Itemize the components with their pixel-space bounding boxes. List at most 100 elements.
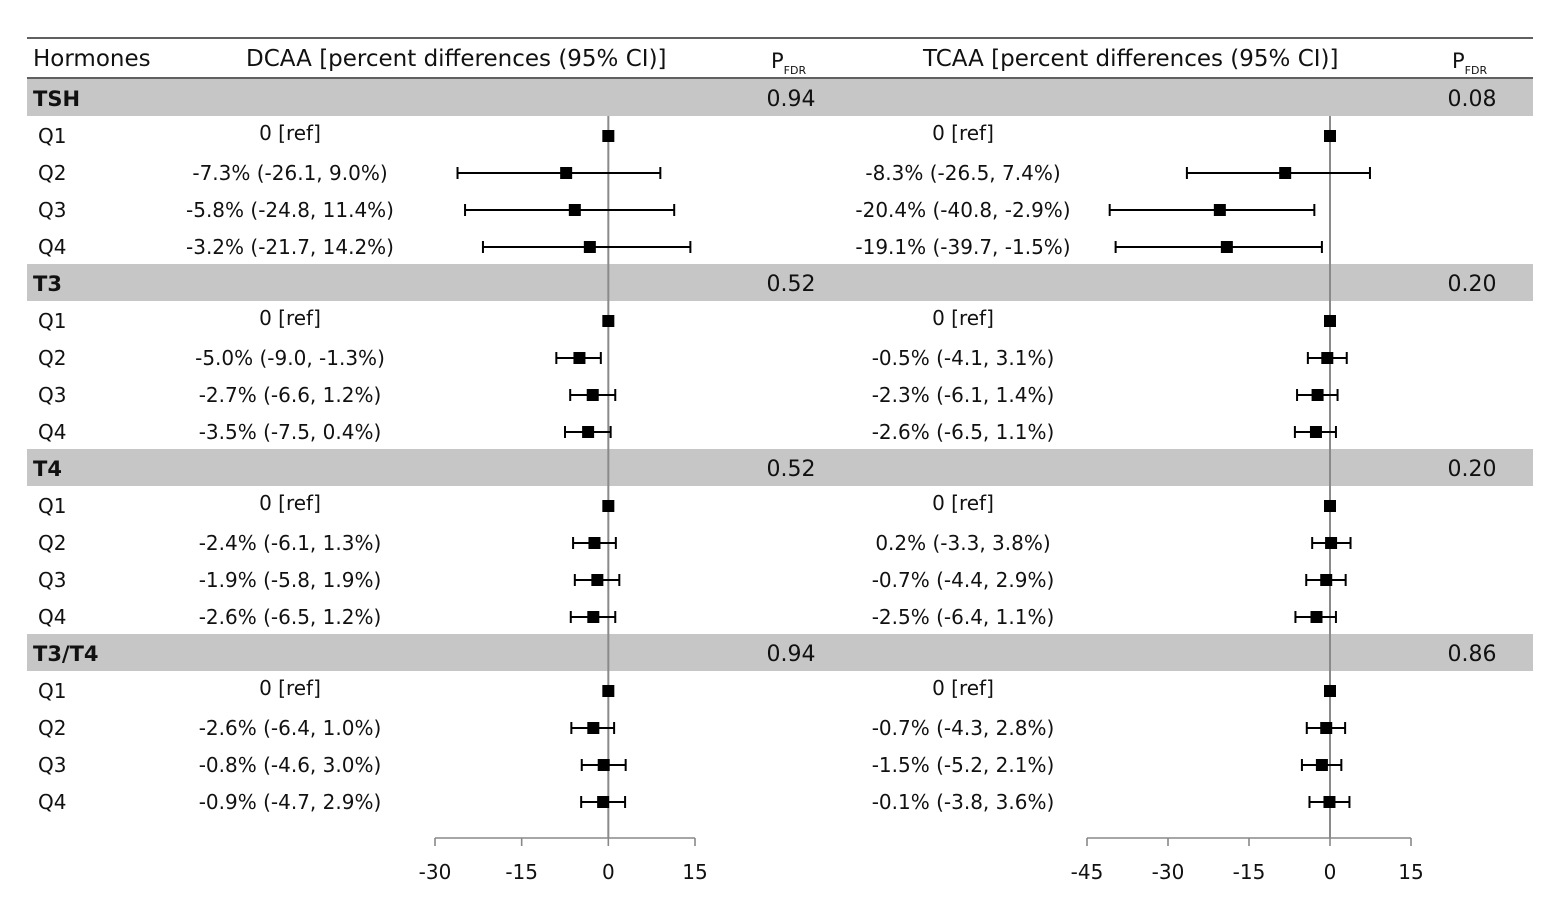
tcaa-estimate-text: 0 [ref] xyxy=(932,306,994,330)
tcaa-point-estimate xyxy=(1324,315,1336,327)
dcaa-tick-label: -30 xyxy=(419,860,452,884)
x-axes: -30 -15 0 15 -45 -30 -15 0 15 xyxy=(419,837,1424,884)
dcaa-point-estimate xyxy=(583,241,596,253)
p-fdr-value: 0.08 xyxy=(1448,87,1497,112)
tcaa-tick-label: -30 xyxy=(1152,860,1185,884)
tcaa-estimate-text: -0.7% (-4.3, 2.8%) xyxy=(872,716,1055,740)
tcaa-estimate-text: -0.5% (-4.1, 3.1%) xyxy=(872,346,1055,370)
tcaa-point-estimate xyxy=(1323,796,1336,808)
dcaa-point-estimate xyxy=(602,500,615,512)
dcaa-point-estimate xyxy=(586,389,599,401)
tcaa-point-estimate xyxy=(1310,611,1323,623)
dcaa-point-estimate xyxy=(582,426,595,438)
quartile-label: Q1 xyxy=(38,494,66,518)
tcaa-tick-label: 15 xyxy=(1398,860,1423,884)
tcaa-estimate-text: -19.1% (-39.7, -1.5%) xyxy=(855,235,1070,259)
tcaa-point-estimate xyxy=(1321,352,1334,364)
tcaa-estimate-text: 0.2% (-3.3, 3.8%) xyxy=(875,531,1050,555)
dcaa-point-estimate xyxy=(573,352,586,364)
tcaa-estimate-text: -2.6% (-6.5, 1.1%) xyxy=(872,420,1055,444)
dcaa-point-estimate xyxy=(602,685,615,697)
p-fdr-value: 0.20 xyxy=(1448,272,1497,297)
tcaa-point-estimate xyxy=(1320,722,1333,734)
group-band xyxy=(27,264,1533,301)
p-letter: P xyxy=(771,49,784,73)
reference-lines xyxy=(607,116,1331,838)
dcaa-estimate-text: -2.6% (-6.4, 1.0%) xyxy=(199,716,382,740)
p-fdr-value: 0.20 xyxy=(1448,457,1497,482)
group-band xyxy=(27,634,1533,671)
header-pfdr-dcaa: PFDR xyxy=(771,46,806,86)
group-band xyxy=(27,449,1533,486)
tcaa-point-estimate xyxy=(1325,537,1338,549)
quartile-label: Q4 xyxy=(38,790,66,814)
group-name: T3 xyxy=(33,272,62,296)
quartile-label: Q4 xyxy=(38,420,66,444)
dcaa-estimate-text: -5.0% (-9.0, -1.3%) xyxy=(195,346,385,370)
dcaa-point-estimate xyxy=(587,611,600,623)
tcaa-estimate-text: -20.4% (-40.8, -2.9%) xyxy=(855,198,1070,222)
quartile-label: Q4 xyxy=(38,605,66,629)
quartile-label: Q1 xyxy=(38,309,66,333)
quartile-label: Q3 xyxy=(38,198,66,222)
p-letter: P xyxy=(1452,49,1465,73)
quartile-label: Q2 xyxy=(38,531,66,555)
dcaa-estimate-text: -3.5% (-7.5, 0.4%) xyxy=(199,420,382,444)
p-subscript: FDR xyxy=(783,64,807,77)
quartile-label: Q4 xyxy=(38,235,66,259)
quartile-label: Q1 xyxy=(38,124,66,148)
tcaa-estimate-text: 0 [ref] xyxy=(932,491,994,515)
tcaa-point-estimate xyxy=(1315,759,1328,771)
quartile-label: Q3 xyxy=(38,383,66,407)
p-fdr-value: 0.94 xyxy=(767,642,816,667)
group-band xyxy=(27,79,1533,116)
dcaa-estimate-text: -7.3% (-26.1, 9.0%) xyxy=(192,161,387,185)
tcaa-tick-label: -45 xyxy=(1071,860,1104,884)
dcaa-point-estimate xyxy=(602,315,615,327)
dcaa-point-estimate xyxy=(597,759,610,771)
dcaa-point-estimate xyxy=(587,722,600,734)
dcaa-estimate-text: -1.9% (-5.8, 1.9%) xyxy=(199,568,382,592)
ci-bars xyxy=(456,167,1371,808)
p-fdr-value: 0.52 xyxy=(767,457,816,482)
tcaa-estimate-text: -2.5% (-6.4, 1.1%) xyxy=(872,605,1055,629)
tcaa-point-estimate xyxy=(1309,426,1322,438)
quartile-label: Q1 xyxy=(38,679,66,703)
dcaa-estimate-text: 0 [ref] xyxy=(259,306,321,330)
header-rules xyxy=(27,37,1533,79)
tcaa-point-estimate xyxy=(1324,500,1336,512)
header-dcaa: DCAA [percent differences (95% CI)] xyxy=(246,46,667,72)
dcaa-point-estimate xyxy=(597,796,610,808)
quartile-label: Q3 xyxy=(38,568,66,592)
dcaa-tick-label: -15 xyxy=(505,860,538,884)
tcaa-point-estimate xyxy=(1324,130,1336,142)
dcaa-point-estimate xyxy=(602,130,615,142)
header-hormones: Hormones xyxy=(33,46,151,72)
p-subscript: FDR xyxy=(1464,64,1488,77)
tcaa-point-estimate xyxy=(1324,685,1336,697)
p-fdr-value: 0.86 xyxy=(1448,642,1497,667)
header-pfdr-tcaa: PFDR xyxy=(1452,46,1487,86)
tcaa-estimate-text: -0.7% (-4.4, 2.9%) xyxy=(872,568,1055,592)
group-bands xyxy=(27,79,1533,671)
row-labels: TSH 0.94 0.08 Q1 0 [ref] 0 [ref] Q2 -7.3% (-26.… xyxy=(33,87,1496,814)
tcaa-estimate-text: 0 [ref] xyxy=(932,121,994,145)
tcaa-point-estimate xyxy=(1311,389,1324,401)
quartile-label: Q3 xyxy=(38,753,66,777)
group-name: TSH xyxy=(33,87,80,111)
dcaa-estimate-text: -3.2% (-21.7, 14.2%) xyxy=(186,235,394,259)
dcaa-estimate-text: -5.8% (-24.8, 11.4%) xyxy=(186,198,394,222)
tcaa-estimate-text: -8.3% (-26.5, 7.4%) xyxy=(865,161,1060,185)
estimate-points xyxy=(560,130,1338,808)
tcaa-tick-label: -15 xyxy=(1233,860,1266,884)
tcaa-point-estimate xyxy=(1213,204,1226,216)
dcaa-point-estimate xyxy=(568,204,581,216)
tcaa-point-estimate xyxy=(1279,167,1292,179)
dcaa-tick-label: 15 xyxy=(682,860,707,884)
quartile-label: Q2 xyxy=(38,346,66,370)
header-tcaa: TCAA [percent differences (95% CI)] xyxy=(923,46,1339,72)
tcaa-estimate-text: -0.1% (-3.8, 3.6%) xyxy=(872,790,1055,814)
dcaa-tick-label: 0 xyxy=(602,860,615,884)
dcaa-estimate-text: -2.7% (-6.6, 1.2%) xyxy=(199,383,382,407)
